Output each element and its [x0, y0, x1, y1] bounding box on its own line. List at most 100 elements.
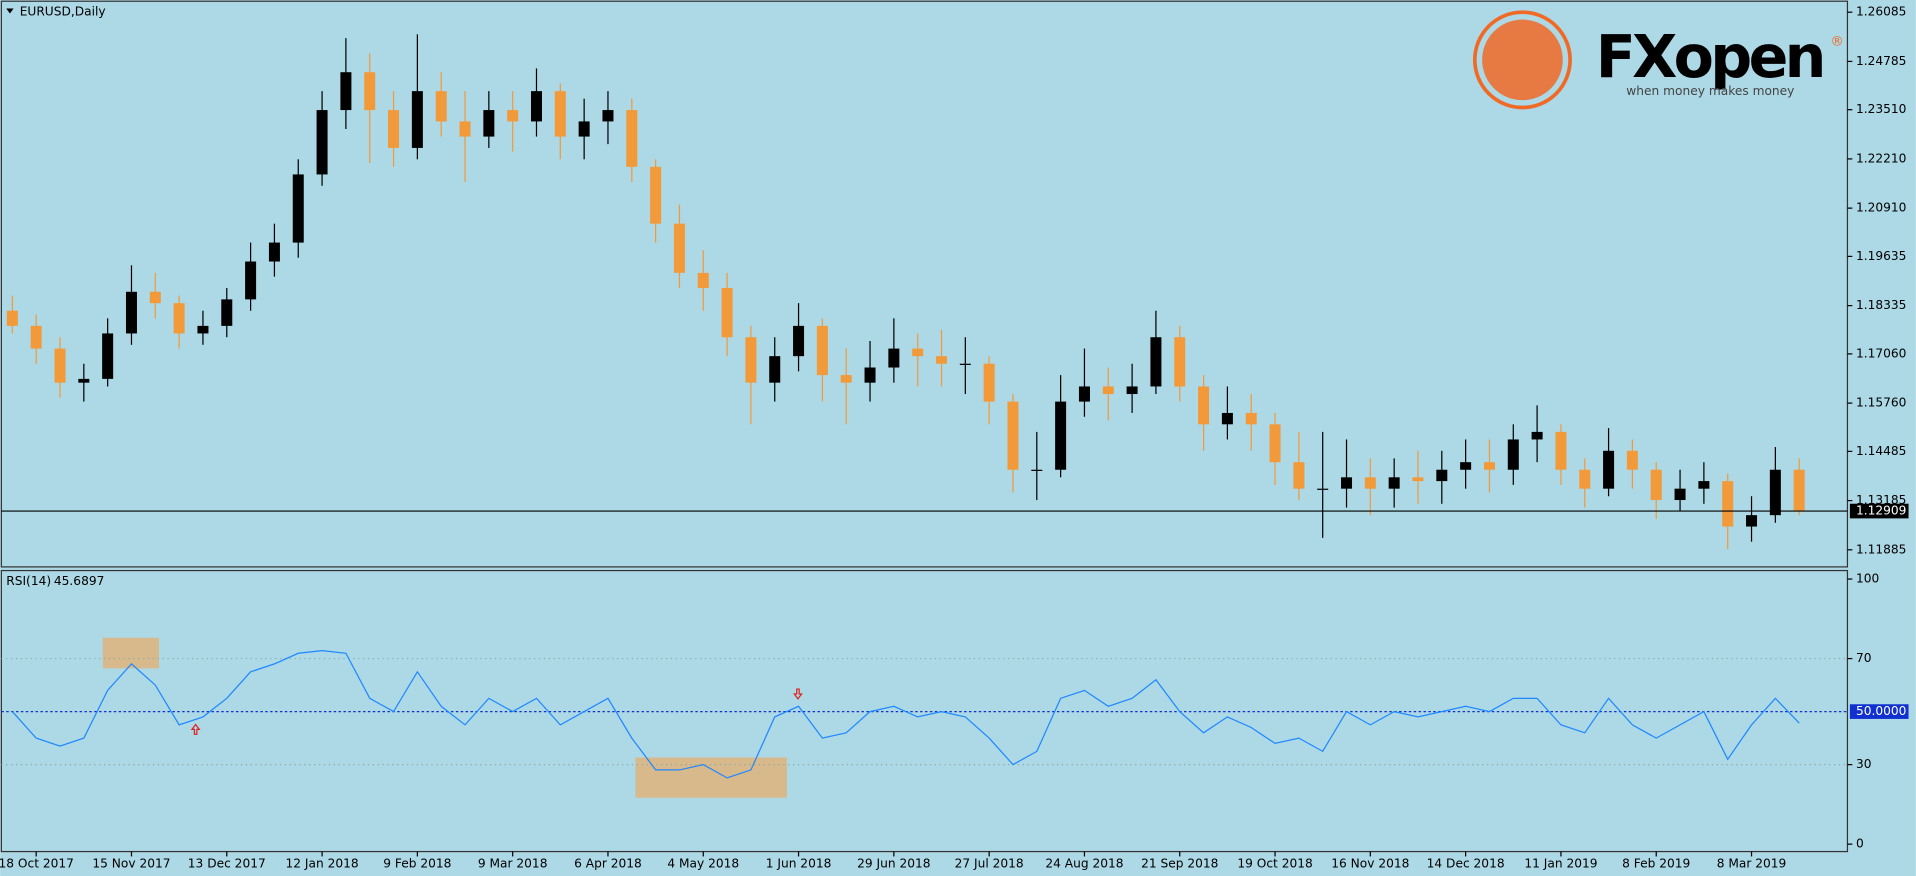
midline-box — [1849, 704, 1909, 719]
candle-body — [1579, 469, 1591, 489]
candle-body — [102, 333, 114, 379]
x-tick-label: 4 May 2018 — [667, 856, 739, 870]
logo-tagline: when money makes money — [1626, 84, 1794, 98]
candle-body — [1769, 469, 1781, 516]
candle-body — [1364, 477, 1376, 489]
highlight-box — [635, 757, 787, 798]
candle-body — [912, 348, 924, 357]
y-tick-label: 1.13185 — [1856, 493, 1906, 507]
indicator-title: RSI(14) — [6, 574, 51, 588]
y-tick-label: 1.20910 — [1856, 201, 1906, 215]
candle-body — [483, 110, 495, 137]
candle-body — [149, 291, 161, 304]
candle-body — [268, 242, 280, 262]
candle-body — [197, 325, 209, 334]
logo-ring — [1472, 10, 1572, 110]
candle-body — [388, 110, 400, 148]
y-tick-label: 1.19635 — [1856, 249, 1906, 263]
x-tick-label: 27 Jul 2018 — [955, 856, 1024, 870]
candle-body — [936, 356, 948, 364]
x-tick-label: 19 Oct 2018 — [1237, 856, 1312, 870]
x-tick-label: 1 Jun 2018 — [766, 856, 832, 870]
main-panel — [0, 0, 1849, 568]
x-tick-label: 21 Sep 2018 — [1141, 856, 1218, 870]
candle-body — [673, 223, 685, 273]
candle-body — [411, 91, 423, 148]
x-tick-label: 24 Aug 2018 — [1045, 856, 1123, 870]
midline-label: 50.0000 — [1856, 704, 1906, 718]
candle-body — [1388, 477, 1400, 489]
x-tick-label: 12 Jan 2018 — [285, 856, 358, 870]
candle-body — [721, 288, 733, 338]
menu-arrow — [6, 8, 14, 14]
candle-body — [1126, 386, 1138, 395]
x-tick-label: 8 Feb 2019 — [1622, 856, 1690, 870]
candle-body — [1650, 469, 1662, 501]
symbol-title: EURUSD,Daily — [20, 5, 106, 19]
candle-body — [435, 91, 447, 122]
logo-mark: ® — [1830, 35, 1843, 50]
last-price-box — [1849, 503, 1909, 519]
y-tick-label: 1.18335 — [1856, 298, 1906, 312]
x-tick-label: 11 Jan 2019 — [1524, 856, 1597, 870]
candle-body — [1483, 462, 1495, 470]
y-tick-label: 70 — [1856, 651, 1872, 665]
x-tick-label: 14 Dec 2018 — [1427, 856, 1505, 870]
candle-body — [1722, 481, 1734, 527]
candle-body — [1555, 431, 1567, 470]
candle-body — [1221, 412, 1233, 425]
candle-body — [1674, 488, 1686, 501]
y-tick-label: 1.14485 — [1856, 444, 1906, 458]
candle-body — [459, 121, 471, 137]
candle-body — [78, 378, 90, 383]
candle-body — [1531, 431, 1543, 440]
candle-body — [292, 174, 304, 243]
candle-body — [959, 363, 971, 365]
y-tick-label: 0 — [1856, 837, 1864, 851]
y-tick-label: 1.24785 — [1856, 54, 1906, 68]
candle-body — [697, 272, 709, 289]
candle-body — [245, 261, 257, 300]
candle-body — [221, 299, 233, 326]
candle-body — [840, 375, 852, 383]
y-tick-label: 100 — [1856, 572, 1879, 586]
arrow-up — [190, 723, 201, 735]
candle-body — [1341, 477, 1353, 489]
candle-body — [745, 337, 757, 383]
indicator-value: 45.6897 — [54, 574, 104, 588]
x-tick-label: 29 Jun 2018 — [857, 856, 930, 870]
candle-body — [1793, 469, 1805, 512]
candle-body — [1436, 469, 1448, 482]
candle-body — [1150, 337, 1162, 387]
highlight-box — [102, 637, 159, 669]
y-tick-label: 1.17060 — [1856, 346, 1906, 360]
candle-body — [30, 325, 42, 349]
candle-body — [1507, 439, 1519, 470]
candle-body — [340, 72, 352, 111]
y-tick-label: 30 — [1856, 757, 1872, 771]
candle-body — [1198, 386, 1210, 425]
candle-body — [364, 72, 376, 111]
candle-body — [888, 348, 900, 368]
logo-emblem — [1482, 19, 1563, 101]
candle-body — [1603, 450, 1615, 489]
x-tick-label: 9 Mar 2018 — [478, 856, 548, 870]
candle-body — [1746, 515, 1758, 527]
candle-body — [602, 110, 614, 122]
arrow-down — [793, 688, 803, 700]
candle-body — [626, 110, 638, 167]
candle-body — [1031, 469, 1043, 471]
x-tick-label: 13 Dec 2017 — [188, 856, 266, 870]
candle-body — [1174, 337, 1186, 387]
logo-brand: FXopen — [1596, 23, 1823, 91]
candle-body — [1055, 401, 1067, 470]
candle-body — [173, 303, 185, 334]
candle-body — [554, 91, 566, 137]
candle-body — [1293, 462, 1305, 489]
x-tick-label: 16 Nov 2018 — [1331, 856, 1409, 870]
candle-body — [1269, 424, 1281, 463]
candle-body — [1007, 401, 1019, 470]
